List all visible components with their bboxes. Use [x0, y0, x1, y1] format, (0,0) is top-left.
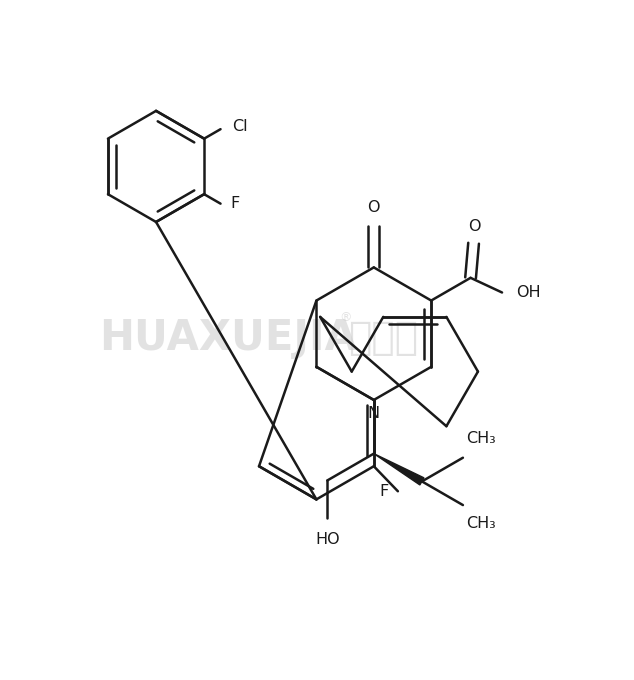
Text: HUAXUEJIA: HUAXUEJIA — [100, 317, 357, 359]
Polygon shape — [374, 454, 424, 485]
Text: HO: HO — [315, 532, 340, 547]
Text: N: N — [368, 406, 380, 422]
Text: Cl: Cl — [232, 119, 247, 134]
Text: CH₃: CH₃ — [466, 516, 496, 532]
Text: 化学加: 化学加 — [349, 319, 418, 357]
Text: O: O — [469, 220, 481, 235]
Text: ®: ® — [339, 311, 352, 324]
Text: OH: OH — [516, 285, 541, 300]
Text: O: O — [368, 200, 380, 215]
Text: CH₃: CH₃ — [466, 431, 496, 446]
Text: F: F — [379, 483, 389, 498]
Text: F: F — [231, 196, 240, 211]
